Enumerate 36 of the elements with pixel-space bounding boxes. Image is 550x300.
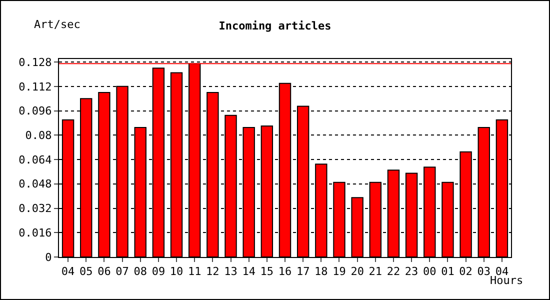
x-tick-label: 23 — [404, 265, 418, 278]
x-tick-label: 11 — [188, 265, 202, 278]
y-tick-label: 0 — [45, 250, 52, 264]
x-tick-label: 09 — [152, 265, 166, 278]
y-tick-label: 0.016 — [18, 226, 52, 240]
x-tick-label: 16 — [278, 265, 292, 278]
x-tick-label: 05 — [79, 265, 93, 278]
x-tick-label: 01 — [441, 265, 454, 278]
x-axis-title: Hours — [490, 274, 524, 287]
x-tick-label: 07 — [116, 265, 129, 278]
y-tick-label: 0.128 — [18, 56, 52, 69]
x-tick-label: 22 — [386, 265, 400, 278]
x-tick-label: 18 — [314, 265, 328, 278]
x-tick-label: 21 — [368, 265, 382, 278]
x-tick-label: 08 — [134, 265, 147, 278]
y-axis-title: Art/sec — [34, 18, 80, 31]
chart-title: Incoming articles — [218, 20, 332, 33]
x-tick-label: 04 — [61, 265, 76, 278]
x-tick-label: 20 — [350, 265, 364, 278]
y-tick-label: 0.112 — [18, 80, 52, 94]
x-tick-label: 12 — [206, 265, 220, 278]
x-tick-label: 13 — [224, 265, 238, 278]
x-tick-label: 02 — [459, 265, 472, 278]
x-tick-label: 10 — [170, 265, 184, 278]
x-tick-label: 00 — [423, 265, 436, 278]
x-tick-label: 14 — [242, 265, 256, 278]
x-tick-label: 06 — [98, 265, 111, 278]
y-tick-label: 0.064 — [18, 153, 52, 166]
y-tick-label: 0.096 — [18, 104, 52, 118]
y-tick-label: 0.032 — [18, 202, 52, 216]
y-tick-label: 0.048 — [18, 178, 52, 191]
x-tick-label: 03 — [477, 265, 491, 278]
x-tick-label: 15 — [260, 265, 274, 278]
y-tick-label: 0.08 — [25, 129, 52, 142]
x-tick-label: 19 — [332, 265, 346, 278]
x-tick-label: 17 — [296, 265, 310, 278]
